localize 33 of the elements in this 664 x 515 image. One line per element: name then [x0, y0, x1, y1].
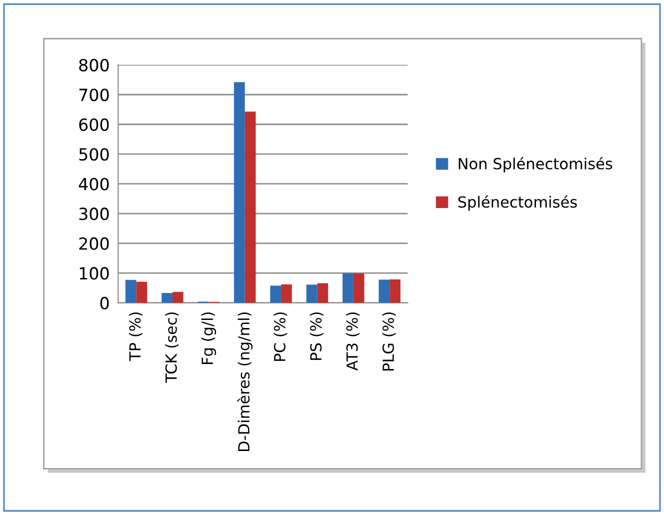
y-tick-label: 700 [79, 88, 109, 102]
bar [317, 283, 328, 303]
bar [342, 273, 354, 303]
bar [244, 112, 256, 303]
bar [136, 282, 148, 303]
bar [234, 82, 245, 303]
legend-label: Splénectomisés [458, 195, 577, 211]
bar [270, 286, 282, 303]
legend-label: Non Splénectomisés [458, 157, 612, 172]
x-tick-label: PS (%) [310, 312, 324, 360]
y-tick-label: 200 [79, 237, 109, 250]
bar [378, 280, 390, 303]
bar [172, 292, 184, 303]
bar [306, 284, 318, 303]
bar [281, 284, 292, 303]
y-tick-label: 500 [79, 148, 109, 161]
x-tick-label: PC (%) [274, 312, 288, 361]
x-tick-label: PLG (%) [382, 312, 396, 371]
x-tick-label: TP (%) [128, 312, 143, 362]
bar [125, 280, 136, 303]
x-tick-label: TCK (sec) [165, 312, 179, 383]
x-tick-label: D-Dimères (ng/ml) [237, 312, 253, 451]
y-tick-label: 800 [79, 58, 109, 72]
y-tick-label: 100 [80, 267, 109, 280]
x-tick-label: Fg (g/l) [201, 312, 216, 364]
y-tick-label: 600 [79, 118, 109, 131]
y-tick-label: 0 [100, 296, 109, 310]
x-tick-label: AT3 (%) [346, 312, 360, 371]
y-tick-label: 400 [78, 178, 109, 190]
bar [353, 273, 364, 303]
y-tick-label: 300 [79, 208, 109, 220]
bar [390, 279, 400, 303]
bar [162, 293, 172, 303]
